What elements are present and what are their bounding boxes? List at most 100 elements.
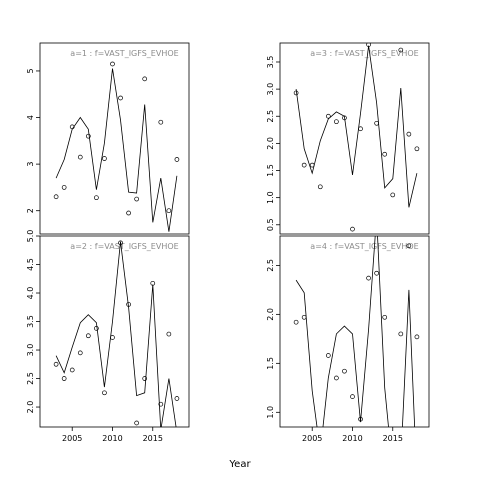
data-point: [342, 115, 347, 121]
panel-frame: [39, 42, 190, 235]
y-tick-label: 4.0: [26, 287, 35, 300]
data-point: [366, 43, 371, 47]
data-point: [53, 361, 59, 367]
y-tick-label: 2: [26, 208, 35, 213]
panel-frame: [39, 235, 190, 428]
panel-2: a=3 : f=VAST_IGFS_EVHOE 0.5 1.0 1.5 2.0 2.5 3.…: [266, 42, 430, 235]
data-point: [342, 368, 347, 374]
data-point: [301, 162, 307, 168]
y-tick-label: 1.5: [266, 164, 275, 177]
series-line: [295, 45, 418, 208]
data-point: [358, 416, 363, 422]
data-point: [61, 376, 67, 381]
data-point: [406, 243, 412, 249]
data-point: [166, 208, 172, 214]
data-point: [382, 314, 388, 320]
data-point: [414, 334, 420, 340]
panel-title: a=3 : f=VAST_IGFS_EVHOE: [310, 49, 418, 58]
y-tick-label: 5.0: [26, 230, 35, 243]
data-point: [134, 420, 139, 426]
data-point: [301, 314, 307, 320]
data-point: [366, 275, 371, 281]
panel-frame: [279, 235, 430, 428]
data-point: [150, 280, 156, 286]
y-tick-label: 1.0: [266, 191, 275, 204]
data-point: [102, 390, 107, 396]
data-point: [293, 90, 299, 96]
data-point: [334, 119, 339, 125]
data-point: [166, 331, 172, 337]
series-line: [55, 241, 177, 427]
data-point: [374, 270, 379, 276]
x-tick-label: 2005: [62, 434, 82, 443]
data-point: [118, 95, 123, 101]
data-point: [350, 226, 355, 232]
y-tick-label: 3.5: [266, 56, 275, 69]
y-tick-label: 2.5: [266, 110, 275, 123]
data-point: [325, 353, 331, 358]
data-point: [406, 131, 412, 137]
data-point: [126, 210, 131, 216]
y-tick-label: 2.0: [266, 308, 275, 321]
data-point: [142, 76, 148, 82]
y-tick-label: 1.0: [266, 406, 275, 419]
data-point: [85, 333, 91, 339]
y-tick-label: 5: [26, 68, 35, 73]
y-tick-label: 4.5: [26, 258, 35, 271]
data-point: [382, 151, 388, 157]
data-point: [77, 154, 83, 160]
data-point: [174, 396, 180, 401]
panel-title: a=2 : f=VAST_IGFS_EVHOE: [70, 242, 178, 251]
data-point: [77, 350, 83, 356]
data-point: [110, 335, 115, 340]
data-point: [398, 47, 404, 53]
x-tick-label: 2010: [102, 434, 122, 443]
panel-frame: [279, 42, 430, 235]
data-point: [390, 192, 396, 198]
data-point: [102, 156, 107, 161]
data-point: [174, 157, 180, 162]
data-point: [69, 367, 75, 373]
y-tick-label: 2.0: [26, 401, 35, 414]
y-tick-label: 3.0: [266, 83, 275, 96]
panels-group: a=1 : f=VAST_IGFS_EVHOE 2 3 4 5 a=3 : f=VAST_…: [26, 42, 430, 443]
x-tick-label: 2005: [302, 434, 322, 443]
data-point: [325, 113, 331, 119]
data-point: [134, 196, 139, 202]
y-tick-label: 4: [26, 115, 35, 120]
data-point: [158, 119, 164, 125]
panel-title: a=1 : f=VAST_IGFS_EVHOE: [70, 49, 178, 58]
y-tick-label: 2.5: [26, 372, 35, 385]
x-tick-label: 2010: [342, 434, 362, 443]
data-point: [374, 120, 379, 126]
panel-1: a=1 : f=VAST_IGFS_EVHOE 2 3 4 5: [26, 42, 190, 235]
data-point: [118, 240, 123, 246]
y-tick-label: 0.5: [266, 218, 275, 231]
x-tick-label: 2015: [143, 434, 163, 443]
y-tick-label: 3: [26, 162, 35, 167]
y-tick-label: 1.5: [266, 357, 275, 370]
data-point: [398, 331, 404, 337]
data-point: [85, 133, 91, 139]
y-tick-label: 3.0: [26, 344, 35, 357]
x-axis-title: Year: [228, 459, 251, 470]
y-tick-label: 2.0: [266, 137, 275, 150]
data-point: [126, 302, 131, 307]
series-line: [55, 68, 178, 232]
data-point: [61, 185, 67, 190]
data-point: [94, 326, 99, 331]
data-point: [317, 184, 323, 190]
y-tick-label: 2.5: [266, 259, 275, 272]
data-point: [110, 61, 115, 67]
panel-4: a=4 : f=VAST_IGFS_EVHOE 1.0 1.5 2.0 2.5 2005 2…: [266, 235, 430, 443]
panel-title: a=4 : f=VAST_IGFS_EVHOE: [310, 242, 418, 251]
data-point: [309, 162, 315, 168]
data-point: [334, 375, 339, 381]
data-point: [158, 401, 164, 407]
y-tick-label: 3.5: [26, 315, 35, 328]
data-point: [414, 146, 420, 152]
data-point: [94, 195, 99, 201]
data-point: [358, 126, 363, 132]
data-point: [142, 376, 148, 381]
